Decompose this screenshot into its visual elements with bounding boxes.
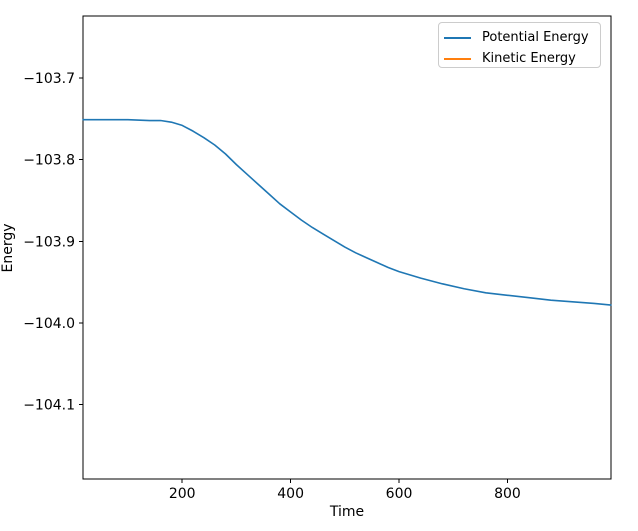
y-axis-label: Energy [0,223,16,273]
legend-label: Potential Energy [482,30,589,45]
x-tick-label: 600 [386,486,413,502]
y-tick-label: −103.7 [23,71,75,87]
series-line-potential-energy [82,118,612,306]
x-tick-label: 200 [169,486,196,502]
legend-line-sample [444,57,471,60]
y-tick-label: −104.0 [23,316,75,332]
y-tick-label: −103.8 [23,153,75,169]
legend-label: Kinetic Energy [482,51,576,66]
x-axis-label: Time [329,504,365,520]
legend-item: Potential Energy [444,27,594,48]
y-tick-label: −104.1 [23,398,75,414]
y-tick-label: −103.9 [23,234,75,250]
x-tick-label: 800 [494,486,521,502]
legend-item: Kinetic Energy [444,48,594,69]
x-tick-label: 400 [277,486,304,502]
legend: Potential Energy Kinetic Energy [438,22,601,68]
legend-line-sample [444,36,471,39]
